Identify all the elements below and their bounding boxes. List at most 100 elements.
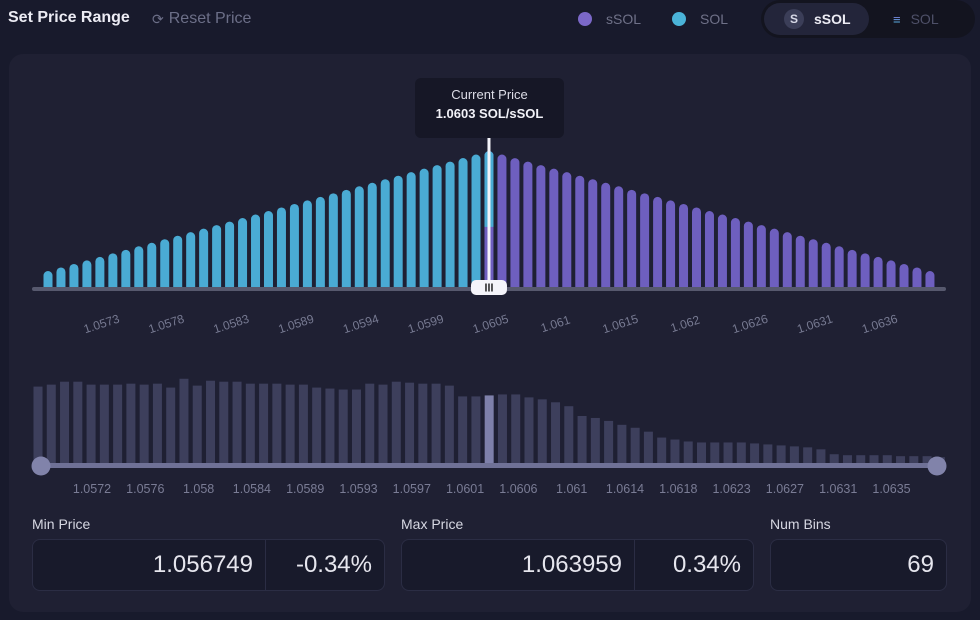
- liquidity-bar: [524, 397, 533, 465]
- ssol-bar: [757, 225, 766, 289]
- ssol-bar: [562, 172, 571, 289]
- x-tick-label: 1.0573: [82, 311, 122, 336]
- liquidity-bar: [179, 379, 188, 465]
- liquidity-bar: [657, 438, 666, 465]
- x-tick-label: 1.0583: [212, 311, 252, 336]
- sol-bar: [199, 229, 208, 289]
- tooltip-value: 1.0603 SOL/sSOL: [415, 106, 564, 121]
- liquidity-bar: [246, 384, 255, 465]
- ssol-bar: [549, 169, 558, 289]
- liquidity-bar: [219, 382, 228, 465]
- sol-bar: [82, 260, 91, 289]
- tooltip-title: Current Price: [415, 87, 564, 102]
- liquidity-bar: [325, 389, 334, 465]
- liquidity-bar: [34, 387, 43, 465]
- liquidity-bar: [790, 446, 799, 465]
- sol-bar: [407, 172, 416, 289]
- x-tick-label: 1.0601: [446, 482, 484, 496]
- sol-bar: [69, 264, 78, 289]
- liquidity-bar: [498, 394, 507, 465]
- sol-bar: [342, 190, 351, 289]
- sol-bar: [459, 158, 468, 289]
- ssol-bar: [835, 246, 844, 289]
- max-price-label: Max Price: [401, 516, 463, 532]
- x-tick-label: 1.0576: [126, 482, 164, 496]
- liquidity-bar: [339, 390, 348, 465]
- x-tick-label: 1.0578: [147, 311, 187, 336]
- liquidity-bar: [511, 394, 520, 465]
- x-tick-label: 1.0626: [730, 311, 770, 336]
- ssol-bar: [692, 207, 701, 289]
- range-slider-max-handle[interactable]: [928, 457, 947, 476]
- sol-bar: [329, 193, 338, 289]
- num-bins-field: 69: [770, 539, 947, 591]
- x-tick-label: 1.061: [556, 482, 587, 496]
- range-slider-min-handle[interactable]: [32, 457, 51, 476]
- x-tick-label: 1.0618: [659, 482, 697, 496]
- sol-bar: [134, 246, 143, 289]
- liquidity-bar: [47, 385, 56, 465]
- liquidity-bar: [312, 388, 321, 465]
- sol-bar: [238, 218, 247, 289]
- x-tick-label: 1.0635: [872, 482, 910, 496]
- liquidity-bar: [166, 388, 175, 465]
- sol-bar: [147, 243, 156, 289]
- ssol-bar: [653, 197, 662, 289]
- sol-bar: [186, 232, 195, 289]
- ssol-bar: [497, 155, 506, 289]
- ssol-bar: [731, 218, 740, 289]
- liquidity-bar: [591, 418, 600, 465]
- min-price-input[interactable]: 1.056749: [33, 540, 265, 590]
- sol-bar: [472, 155, 481, 289]
- x-tick-label: 1.0631: [819, 482, 857, 496]
- range-slider-track[interactable]: [40, 463, 937, 468]
- liquidity-bar: [578, 416, 587, 465]
- x-tick-label: 1.061: [539, 313, 572, 336]
- liquidity-bar: [418, 384, 427, 465]
- sol-bar: [277, 207, 286, 289]
- ssol-bar: [796, 236, 805, 289]
- sol-bar: [420, 169, 429, 289]
- sol-bar: [160, 239, 169, 289]
- liquidity-bar: [445, 386, 454, 465]
- num-bins-input[interactable]: 69: [771, 540, 946, 590]
- max-price-input[interactable]: 1.063959: [402, 540, 634, 590]
- liquidity-bar: [670, 440, 679, 465]
- sol-bar: [303, 200, 312, 289]
- max-price-percent-input[interactable]: 0.34%: [635, 540, 753, 590]
- liquidity-bar: [233, 382, 242, 465]
- liquidity-bar: [299, 385, 308, 465]
- ssol-bar: [809, 239, 818, 289]
- ssol-bar: [510, 158, 519, 289]
- grip-icon: [485, 284, 487, 292]
- liquidity-bar: [697, 442, 706, 465]
- liquidity-bar: [644, 432, 653, 465]
- sol-bar: [56, 267, 65, 289]
- x-tick-label: 1.0572: [73, 482, 111, 496]
- liquidity-bar: [551, 402, 560, 465]
- sol-bar: [394, 176, 403, 289]
- ssol-bar: [718, 215, 727, 289]
- liquidity-bar-current: [485, 395, 494, 465]
- ssol-bar: [744, 222, 753, 289]
- ssol-bar: [822, 243, 831, 289]
- sol-bar: [381, 179, 390, 289]
- x-tick-label: 1.058: [183, 482, 214, 496]
- x-tick-label: 1.0614: [606, 482, 644, 496]
- liquidity-bar: [126, 384, 135, 465]
- sol-bar: [173, 236, 182, 289]
- liquidity-bar: [87, 385, 96, 465]
- liquidity-bar: [392, 382, 401, 465]
- sol-bar: [44, 271, 53, 289]
- ssol-bar: [601, 183, 610, 289]
- min-price-percent-input[interactable]: -0.34%: [266, 540, 384, 590]
- liquidity-bar: [259, 384, 268, 465]
- sol-bar: [433, 165, 442, 289]
- x-tick-label: 1.0593: [339, 482, 377, 496]
- liquidity-bar: [60, 382, 69, 465]
- ssol-bar: [861, 253, 870, 289]
- sol-bar: [290, 204, 299, 289]
- min-price-label: Min Price: [32, 516, 90, 532]
- liquidity-bar: [710, 442, 719, 465]
- sol-bar: [121, 250, 130, 289]
